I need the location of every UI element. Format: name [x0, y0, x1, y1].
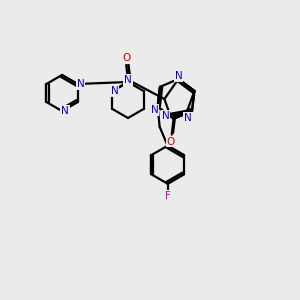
Text: N: N	[175, 71, 182, 81]
Text: N: N	[151, 105, 158, 115]
Text: N: N	[184, 113, 191, 123]
Text: O: O	[122, 53, 130, 63]
Text: N: N	[110, 86, 118, 96]
Text: N: N	[161, 111, 169, 121]
Text: N: N	[124, 75, 132, 85]
Text: F: F	[165, 191, 171, 201]
Text: N: N	[77, 79, 85, 89]
Text: O: O	[167, 136, 175, 146]
Text: N: N	[61, 106, 69, 116]
